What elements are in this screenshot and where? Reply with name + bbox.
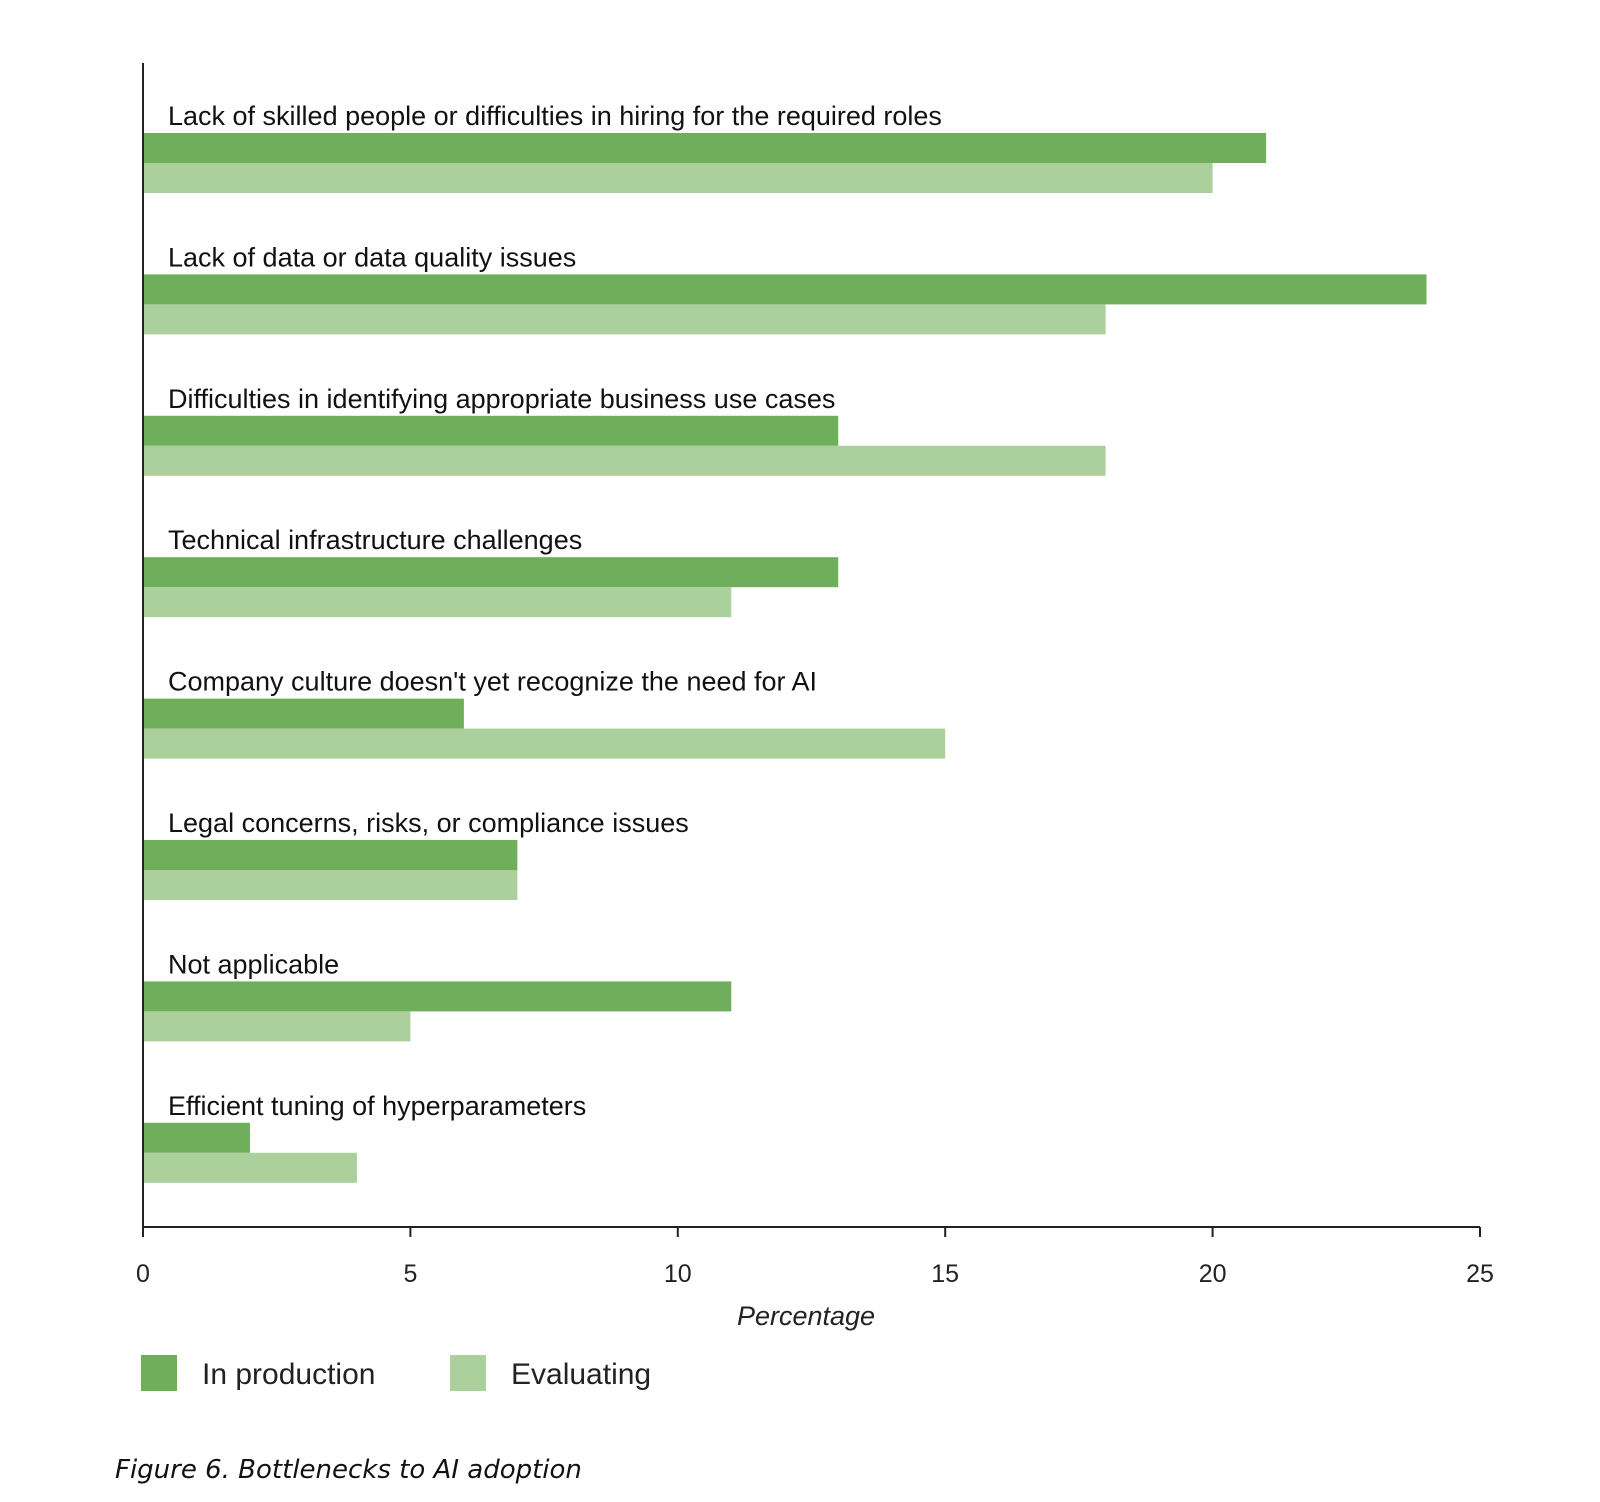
- bar-in-production: [143, 981, 732, 1012]
- bar-in-production: [143, 415, 839, 446]
- x-tick-label: 0: [136, 1260, 150, 1288]
- category-labels: Lack of skilled people or difficulties i…: [168, 101, 942, 1121]
- category-label: Legal concerns, risks, or compliance iss…: [168, 808, 689, 838]
- x-tick-label: 10: [664, 1260, 692, 1288]
- x-tick-label: 15: [931, 1260, 959, 1288]
- bar-in-production: [143, 698, 464, 729]
- bar-evaluating: [143, 1011, 411, 1042]
- x-tick-label: 25: [1466, 1260, 1494, 1288]
- legend: In production Evaluating: [141, 1355, 651, 1391]
- bar-in-production: [143, 1122, 250, 1153]
- legend-label: In production: [202, 1358, 375, 1391]
- category-label: Difficulties in identifying appropriate …: [168, 384, 835, 414]
- bar-evaluating: [143, 445, 1106, 476]
- category-label: Company culture doesn't yet recognize th…: [168, 667, 817, 697]
- legend-swatch: [141, 1355, 177, 1391]
- bar-evaluating: [143, 163, 1213, 193]
- category-label: Technical infrastructure challenges: [168, 525, 582, 555]
- legend-label: Evaluating: [511, 1358, 651, 1391]
- category-label: Lack of data or data quality issues: [168, 242, 576, 272]
- bar-in-production: [143, 274, 1427, 305]
- bar-evaluating: [143, 587, 732, 618]
- bar-evaluating: [143, 728, 946, 759]
- bar-evaluating: [143, 870, 518, 900]
- category-label: Lack of skilled people or difficulties i…: [168, 101, 942, 131]
- x-axis-ticks: 0 5 10 15 20 25: [136, 1227, 1494, 1288]
- bar-evaluating: [143, 304, 1106, 335]
- category-label: Not applicable: [168, 949, 339, 979]
- bars-layer: [143, 133, 1427, 1183]
- bar-in-production: [143, 840, 518, 870]
- legend-swatch: [450, 1355, 486, 1391]
- x-tick-label: 20: [1199, 1260, 1227, 1288]
- x-axis-title: Percentage: [737, 1301, 875, 1331]
- category-label: Efficient tuning of hyperparameters: [168, 1091, 586, 1121]
- bar-in-production: [143, 133, 1267, 163]
- figure-caption: Figure 6. Bottlenecks to AI adoption: [115, 1455, 582, 1485]
- bar-evaluating: [143, 1152, 357, 1183]
- bar-in-production: [143, 557, 839, 588]
- x-tick-label: 5: [403, 1260, 417, 1288]
